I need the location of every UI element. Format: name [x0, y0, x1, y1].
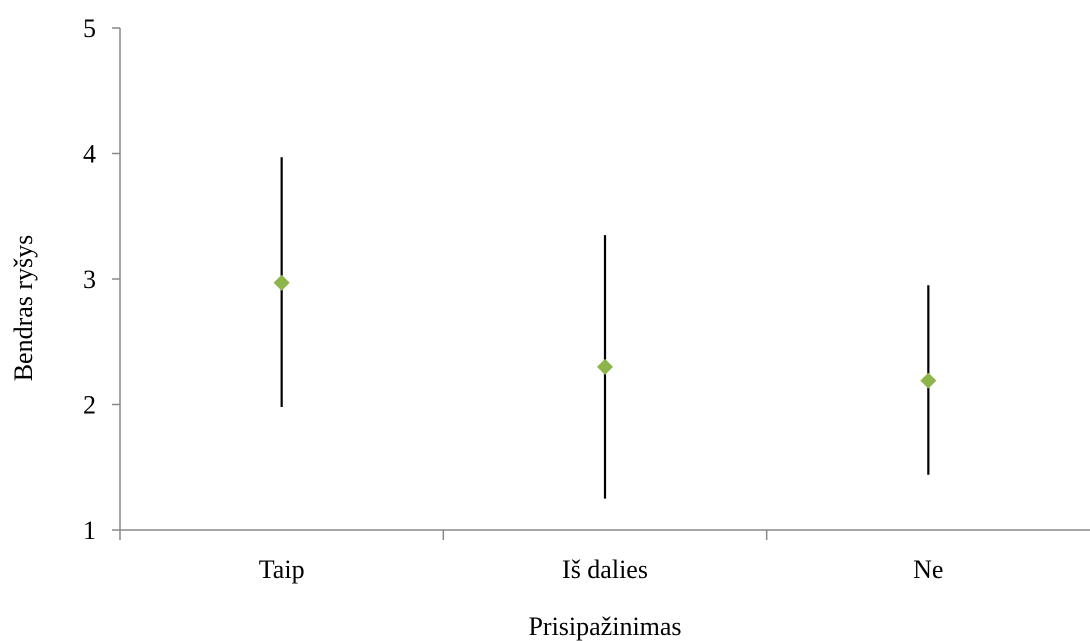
- x-tick-label: Ne: [913, 555, 943, 584]
- data-point-marker: [597, 358, 613, 375]
- data-point-marker: [273, 274, 290, 291]
- y-axis-title: Bendras ryšys: [9, 235, 38, 382]
- x-axis: Taip Iš dalies Ne: [119, 529, 1090, 584]
- x-tick-label: Taip: [259, 555, 305, 584]
- y-tick-label: 5: [83, 14, 96, 43]
- y-tick-label: 4: [83, 140, 96, 169]
- y-tick-label: 3: [83, 265, 96, 294]
- x-axis-title: Prisipažinimas: [528, 612, 681, 641]
- y-tick-label: 1: [83, 516, 96, 545]
- data-point-marker: [920, 372, 937, 389]
- data-marks: [273, 157, 937, 499]
- y-axis: 1 2 3 4 5: [83, 14, 121, 545]
- y-tick-label: 2: [83, 391, 96, 420]
- x-tick-label: Iš dalies: [562, 555, 648, 584]
